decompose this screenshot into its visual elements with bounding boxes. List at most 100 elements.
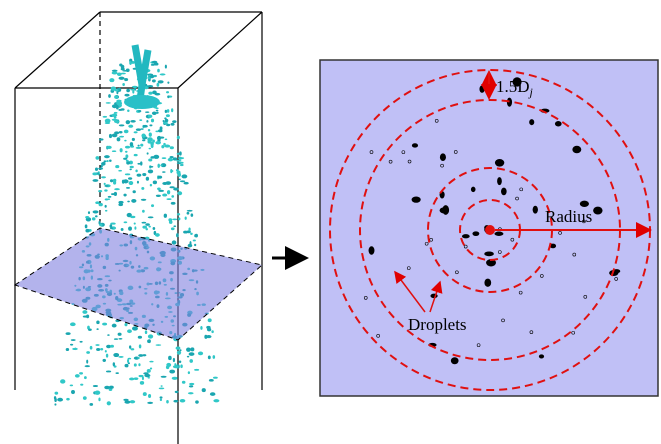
speck	[195, 234, 198, 238]
speck	[66, 332, 71, 335]
speck	[128, 177, 132, 180]
speck	[166, 363, 171, 367]
speck	[189, 383, 194, 385]
speck	[176, 160, 181, 162]
speck	[163, 120, 165, 122]
speck	[132, 326, 138, 330]
speck	[115, 165, 119, 168]
speck	[110, 179, 113, 182]
speck	[104, 160, 107, 162]
speck	[169, 370, 175, 374]
speck	[164, 145, 170, 148]
speck	[70, 384, 73, 386]
speck	[484, 251, 494, 256]
speck	[148, 129, 150, 131]
speck	[127, 201, 130, 203]
speck	[79, 341, 82, 343]
speck	[126, 160, 129, 162]
speck	[95, 215, 98, 217]
speck	[54, 403, 56, 405]
speck	[170, 169, 172, 173]
speck	[104, 386, 110, 389]
speck	[109, 78, 114, 82]
speck	[462, 234, 470, 238]
speck	[171, 108, 173, 112]
speck	[123, 158, 127, 160]
speck	[118, 338, 122, 340]
speck	[118, 109, 122, 111]
speck	[142, 173, 146, 176]
speck	[134, 131, 138, 133]
speck	[118, 88, 121, 92]
speck	[116, 107, 118, 110]
speck	[89, 403, 93, 406]
speck	[57, 398, 63, 402]
speck	[113, 362, 115, 366]
speck	[151, 119, 154, 123]
speck	[110, 224, 113, 228]
speck	[191, 213, 194, 217]
speck	[157, 136, 161, 140]
speck	[188, 228, 190, 232]
speck	[128, 227, 132, 231]
speck	[176, 347, 181, 350]
speck	[145, 223, 150, 226]
speck	[200, 326, 202, 330]
speck	[71, 390, 75, 394]
speck	[442, 205, 449, 215]
speck	[112, 134, 118, 138]
speck	[172, 377, 178, 380]
speck	[134, 154, 138, 156]
speck	[101, 162, 106, 166]
speck	[128, 358, 132, 360]
speck	[103, 116, 107, 118]
speck	[210, 392, 215, 396]
speck	[484, 279, 491, 287]
speck	[139, 344, 142, 348]
speck	[178, 157, 182, 160]
speck	[107, 401, 111, 405]
speck	[124, 130, 129, 134]
speck	[167, 190, 170, 194]
speck	[180, 399, 186, 403]
speck	[85, 229, 89, 233]
speck	[104, 189, 107, 191]
speck	[190, 347, 194, 351]
speck	[180, 162, 184, 164]
speck	[160, 126, 163, 130]
speck	[100, 348, 103, 350]
speck	[153, 155, 159, 159]
speck	[118, 203, 123, 206]
speck	[173, 365, 179, 368]
speck	[137, 145, 139, 147]
speck	[472, 231, 479, 236]
speck	[195, 400, 199, 403]
speck	[122, 83, 125, 86]
speck	[155, 130, 158, 132]
speck	[106, 160, 108, 162]
speck	[124, 94, 129, 97]
speck	[85, 224, 88, 228]
speck	[156, 112, 159, 114]
sampling-plane	[15, 228, 262, 340]
speck	[107, 146, 112, 149]
speck	[120, 148, 123, 152]
speck	[167, 81, 169, 83]
speck	[141, 187, 144, 190]
speck	[129, 378, 134, 381]
speck	[171, 227, 175, 230]
speck	[85, 216, 89, 218]
speck	[66, 398, 70, 401]
speck	[167, 109, 170, 113]
center-point	[485, 225, 495, 235]
speck	[101, 176, 106, 178]
speck	[189, 385, 193, 387]
speck	[169, 220, 173, 224]
speck	[156, 141, 161, 144]
speck	[180, 364, 182, 368]
speck	[116, 101, 122, 105]
speck	[173, 157, 177, 160]
speck	[79, 372, 83, 374]
speck	[157, 188, 161, 191]
speck	[176, 233, 179, 237]
